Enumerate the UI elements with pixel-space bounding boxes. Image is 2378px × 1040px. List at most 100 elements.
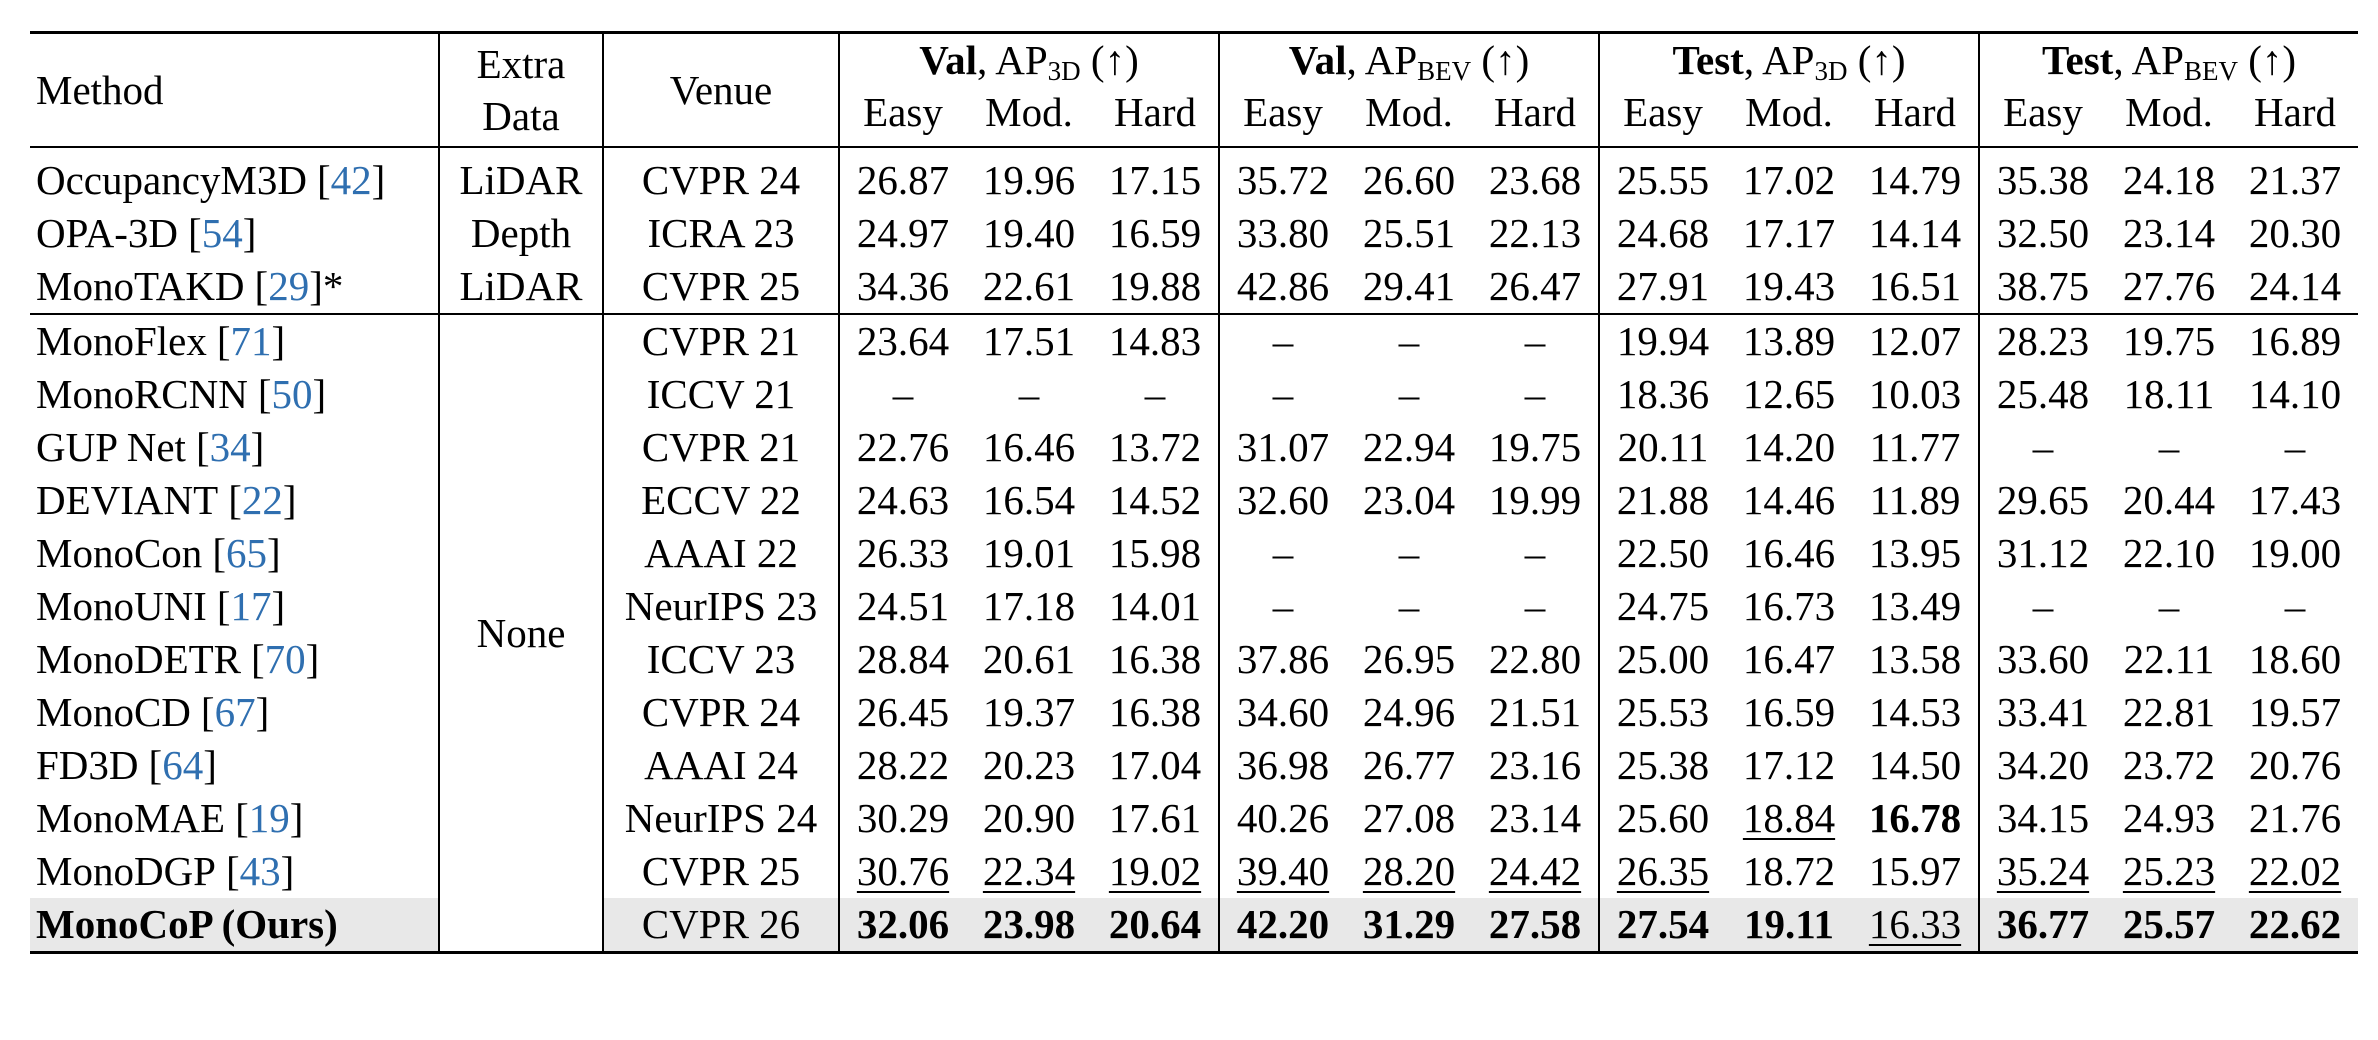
value-cell: 24.75 bbox=[1599, 580, 1726, 633]
citation-number: 67 bbox=[214, 689, 256, 735]
method-note: * bbox=[322, 263, 344, 309]
value: 35.24 bbox=[1996, 848, 2090, 894]
value: 26.77 bbox=[1362, 742, 1456, 788]
table-row: MonoCoP (Ours) CVPR 26 32.06 23.98 20.64 42.2… bbox=[30, 898, 2358, 953]
value-cell: 17.43 bbox=[2232, 474, 2358, 527]
method-name: OccupancyM3D bbox=[36, 157, 307, 203]
value-cell: 17.61 bbox=[1092, 792, 1220, 845]
value-cell: 25.00 bbox=[1599, 633, 1726, 686]
value-cell: 29.65 bbox=[1979, 474, 2106, 527]
value: – bbox=[1398, 371, 1420, 417]
group-header: Val, APBEV (↑) bbox=[1219, 32, 1600, 86]
value: 33.80 bbox=[1236, 210, 1330, 256]
value-cell: 12.07 bbox=[1852, 314, 1980, 368]
value-cell: 31.29 bbox=[1346, 898, 1472, 953]
value: 29.65 bbox=[1996, 477, 2090, 523]
citation: [19] bbox=[235, 795, 303, 841]
value-cell: 18.36 bbox=[1599, 368, 1726, 421]
value: 25.55 bbox=[1616, 157, 1710, 203]
value-cell: – bbox=[1472, 368, 1600, 421]
value: 27.91 bbox=[1616, 263, 1710, 309]
value: 34.15 bbox=[1996, 795, 2090, 841]
value: – bbox=[2284, 424, 2306, 470]
value: 24.68 bbox=[1616, 210, 1710, 256]
value-cell: 24.93 bbox=[2106, 792, 2232, 845]
venue-header: Venue bbox=[603, 32, 840, 147]
value-cell: 20.64 bbox=[1092, 898, 1220, 953]
value: 14.53 bbox=[1868, 689, 1962, 735]
value-cell: 35.72 bbox=[1219, 147, 1346, 207]
value: 39.40 bbox=[1236, 848, 1330, 894]
value-cell: – bbox=[966, 368, 1092, 421]
value-cell: 19.88 bbox=[1092, 260, 1220, 314]
value: 26.60 bbox=[1362, 157, 1456, 203]
value: – bbox=[2032, 424, 2054, 470]
method-name: GUP Net bbox=[36, 424, 186, 470]
bracket: ] bbox=[242, 210, 257, 256]
table-row: MonoTAKD [29]* LiDAR CVPR 25 34.36 22.61 19.88… bbox=[30, 260, 2358, 314]
venue-cell: CVPR 21 bbox=[603, 314, 840, 368]
citation: [54] bbox=[188, 210, 256, 256]
value: 31.29 bbox=[1362, 901, 1456, 947]
value: 25.53 bbox=[1616, 689, 1710, 735]
value: 21.51 bbox=[1488, 689, 1582, 735]
value-cell: 26.60 bbox=[1346, 147, 1472, 207]
value: 23.16 bbox=[1488, 742, 1582, 788]
value: 35.38 bbox=[1996, 157, 2090, 203]
sub-header: Easy bbox=[1623, 89, 1703, 135]
value: 28.23 bbox=[1996, 318, 2090, 364]
value: 19.88 bbox=[1108, 263, 1202, 309]
method-cell: MonoRCNN [50] bbox=[30, 368, 440, 421]
value-cell: 19.75 bbox=[2106, 314, 2232, 368]
value-cell: 22.76 bbox=[839, 421, 966, 474]
method-cell: FD3D [64] bbox=[30, 739, 440, 792]
value: – bbox=[1272, 530, 1294, 576]
value-cell: 34.20 bbox=[1979, 739, 2106, 792]
value-cell: – bbox=[1346, 527, 1472, 580]
value: 23.72 bbox=[2122, 742, 2216, 788]
value: – bbox=[1524, 371, 1546, 417]
value-cell: 29.41 bbox=[1346, 260, 1472, 314]
sub-header: Mod. bbox=[985, 89, 1073, 135]
value-cell: 15.97 bbox=[1852, 845, 1980, 898]
sub-header: Easy bbox=[2003, 89, 2083, 135]
sub-header: Mod. bbox=[1365, 89, 1453, 135]
value-cell: 22.94 bbox=[1346, 421, 1472, 474]
value: 14.10 bbox=[2248, 371, 2342, 417]
value-cell: 20.23 bbox=[966, 739, 1092, 792]
value-cell: 19.00 bbox=[2232, 527, 2358, 580]
value: 17.61 bbox=[1108, 795, 1202, 841]
value-cell: 22.80 bbox=[1472, 633, 1600, 686]
value-cell: 34.15 bbox=[1979, 792, 2106, 845]
value-cell: – bbox=[1219, 368, 1346, 421]
method-cell: OccupancyM3D [42] bbox=[30, 147, 440, 207]
value: 22.62 bbox=[2248, 901, 2342, 947]
value-cell: – bbox=[2106, 421, 2232, 474]
method-cell: MonoCon [65] bbox=[30, 527, 440, 580]
group-header: Val, AP3D (↑) bbox=[839, 32, 1220, 86]
value-cell: 22.34 bbox=[966, 845, 1092, 898]
value: 11.89 bbox=[1869, 477, 1961, 523]
table-row: MonoCD [67] CVPR 24 26.45 19.37 16.38 34.60 24.… bbox=[30, 686, 2358, 739]
value: 37.86 bbox=[1236, 636, 1330, 682]
value-cell: 25.53 bbox=[1599, 686, 1726, 739]
value-cell: – bbox=[2232, 421, 2358, 474]
value: 12.07 bbox=[1868, 318, 1962, 364]
value: 11.77 bbox=[1869, 424, 1961, 470]
value: – bbox=[892, 371, 914, 417]
value-cell: 19.11 bbox=[1726, 898, 1852, 953]
value-cell: 36.98 bbox=[1219, 739, 1346, 792]
value: – bbox=[1524, 530, 1546, 576]
value: 13.49 bbox=[1868, 583, 1962, 629]
value: 19.01 bbox=[982, 530, 1076, 576]
value: 28.20 bbox=[1362, 848, 1456, 894]
value: 22.61 bbox=[982, 263, 1076, 309]
citation-number: 50 bbox=[271, 371, 313, 417]
value-cell: 21.76 bbox=[2232, 792, 2358, 845]
value-cell: 25.55 bbox=[1599, 147, 1726, 207]
venue-cell: CVPR 25 bbox=[603, 845, 840, 898]
group-name: Val bbox=[919, 37, 978, 83]
value: 27.58 bbox=[1488, 901, 1582, 947]
value: 19.57 bbox=[2248, 689, 2342, 735]
